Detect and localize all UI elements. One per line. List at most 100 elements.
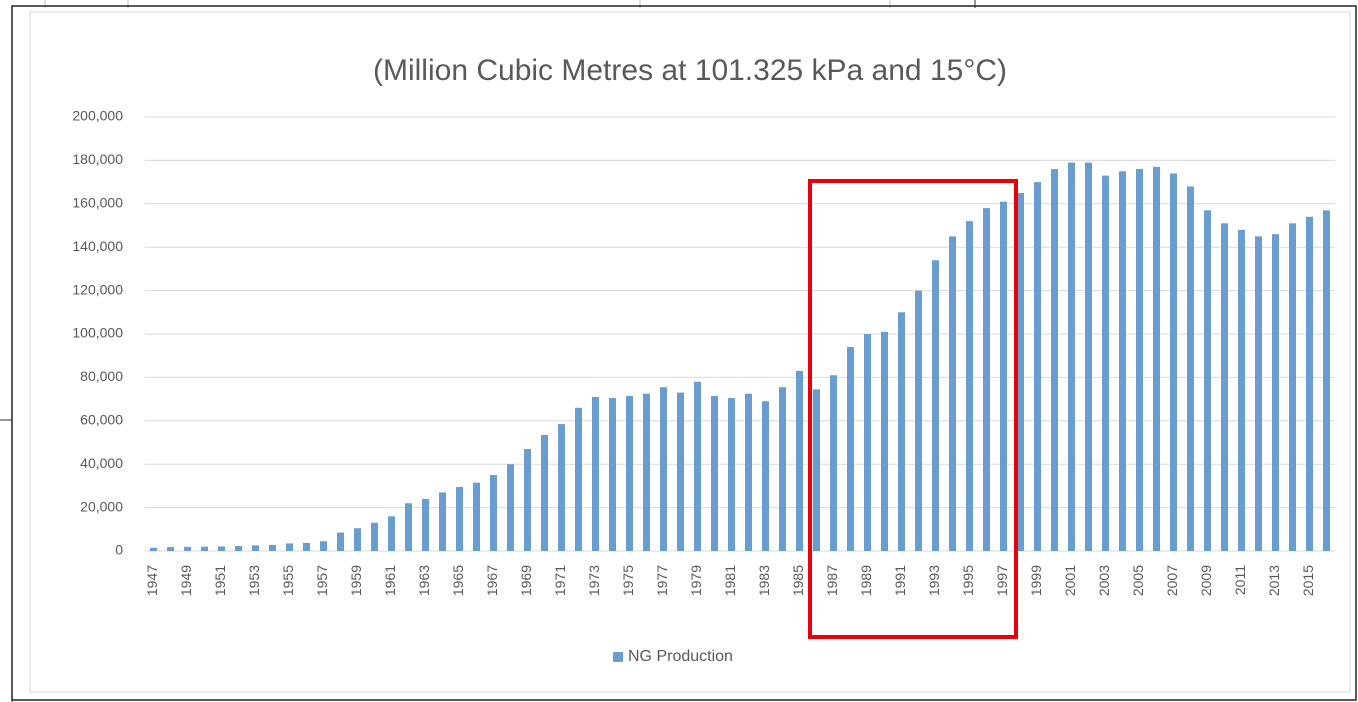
- bar: [1170, 173, 1177, 552]
- x-tick-label: 1991: [892, 565, 908, 596]
- x-tick-label: 1949: [178, 565, 194, 596]
- legend-swatch: [613, 652, 623, 662]
- bar: [388, 516, 395, 551]
- y-tick-label: 160,000: [72, 195, 123, 211]
- bar: [949, 236, 956, 551]
- bar: [728, 398, 735, 551]
- bar: [1323, 210, 1330, 551]
- x-tick-label: 1973: [586, 565, 602, 596]
- bar: [558, 424, 565, 551]
- x-tick-label: 1963: [416, 565, 432, 596]
- bar: [456, 486, 463, 551]
- bar: [1204, 210, 1211, 551]
- y-tick-label: 180,000: [72, 151, 123, 167]
- window-frame: [11, 5, 1357, 701]
- bar: [405, 503, 412, 551]
- bar: [609, 398, 616, 551]
- bar: [660, 387, 667, 551]
- chart-area: [29, 11, 1351, 693]
- x-tick-label: 1955: [280, 565, 296, 596]
- x-tick-label: 2015: [1300, 565, 1316, 596]
- bar: [1306, 216, 1313, 551]
- bar: [184, 546, 191, 551]
- bar: [915, 290, 922, 551]
- bar: [371, 522, 378, 551]
- x-tick-label: 1953: [246, 565, 262, 596]
- x-tick-label: 1989: [858, 565, 874, 596]
- x-tick-label: 2005: [1130, 565, 1146, 596]
- highlight-box: [808, 179, 1018, 639]
- bar: [966, 221, 973, 551]
- bar: [1068, 162, 1075, 551]
- bar: [1187, 186, 1194, 551]
- y-tick-label: 120,000: [72, 281, 123, 297]
- bar: [286, 543, 293, 551]
- x-tick-label: 1951: [212, 565, 228, 596]
- bar: [575, 407, 582, 551]
- bar: [983, 208, 990, 551]
- x-tick-label: 2001: [1062, 565, 1078, 596]
- bar: [592, 396, 599, 551]
- x-tick-label: 1981: [722, 565, 738, 596]
- bar: [813, 389, 820, 551]
- y-tick-label: 60,000: [80, 412, 123, 428]
- bar: [745, 393, 752, 551]
- bar: [694, 381, 701, 551]
- bar: [762, 401, 769, 551]
- bar: [473, 482, 480, 551]
- x-tick-label: 1999: [1028, 565, 1044, 596]
- bar: [1136, 169, 1143, 551]
- y-tick-label: 40,000: [80, 455, 123, 471]
- bar: [626, 395, 633, 551]
- bar: [1221, 223, 1228, 551]
- y-tick-label: 140,000: [72, 238, 123, 254]
- x-tick-label: 1995: [960, 565, 976, 596]
- chart-title: (Million Cubic Metres at 101.325 kPa and…: [373, 54, 1007, 87]
- bar: [677, 392, 684, 551]
- x-tick-label: 1997: [994, 565, 1010, 596]
- y-tick-label: 20,000: [80, 498, 123, 514]
- bar: [1255, 236, 1262, 551]
- x-tick-label: 1967: [484, 565, 500, 596]
- x-tick-label: 1965: [450, 565, 466, 596]
- x-tick-label: 2009: [1198, 565, 1214, 596]
- x-tick-label: 2011: [1232, 565, 1248, 595]
- bar: [167, 547, 174, 551]
- x-tick-label: 1971: [552, 565, 568, 596]
- x-tick-label: 1947: [144, 565, 160, 596]
- x-tick-label: 1987: [824, 565, 840, 596]
- bar: [830, 375, 837, 551]
- bar: [1153, 166, 1160, 551]
- x-tick-label: 1961: [382, 565, 398, 596]
- bar: [1000, 201, 1007, 551]
- y-tick-label: 0: [115, 542, 123, 558]
- bar: [422, 498, 429, 551]
- bar: [439, 492, 446, 551]
- x-tick-label: 1969: [518, 565, 534, 596]
- bar: [490, 475, 497, 551]
- x-tick-label: 1957: [314, 565, 330, 596]
- bar: [881, 331, 888, 551]
- bar: [711, 395, 718, 551]
- bar: [337, 532, 344, 551]
- x-tick-label: 1993: [926, 565, 942, 596]
- bar: [1034, 182, 1041, 551]
- y-tick-label: 200,000: [72, 108, 123, 124]
- bar: [218, 546, 225, 551]
- x-tick-label: 1977: [654, 565, 670, 596]
- bar: [643, 393, 650, 551]
- y-tick-label: 80,000: [80, 368, 123, 384]
- x-tick-label: 1985: [790, 565, 806, 596]
- bar: [847, 347, 854, 551]
- bar: [1017, 192, 1024, 551]
- bar: [201, 546, 208, 551]
- bar: [524, 449, 531, 551]
- bar: [779, 387, 786, 551]
- bar: [320, 541, 327, 551]
- bar: [354, 528, 361, 551]
- x-tick-label: 1959: [348, 565, 364, 596]
- bar: [1102, 175, 1109, 551]
- bar: [252, 545, 259, 551]
